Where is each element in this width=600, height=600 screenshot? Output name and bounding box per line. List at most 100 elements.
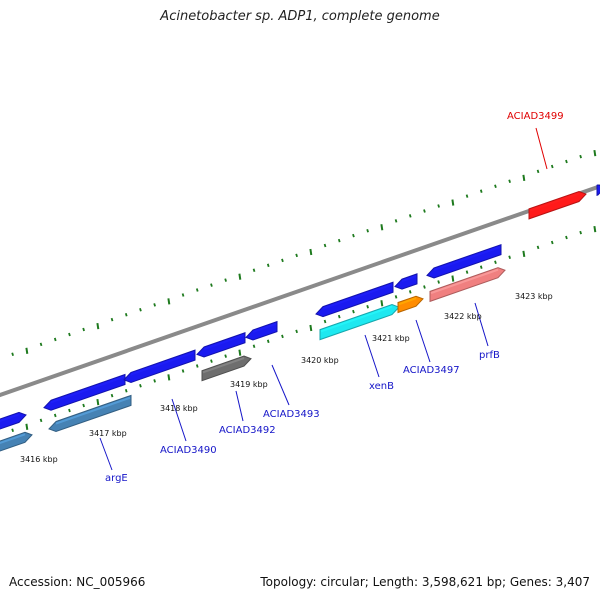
cds-1-highlight <box>50 375 125 404</box>
leader-prfB <box>474 302 489 347</box>
inner-tick <box>479 265 483 269</box>
outer-tick <box>266 263 270 268</box>
gene-label-ACIAD3490[interactable]: ACIAD3490 <box>160 445 217 456</box>
outer-tick <box>366 228 369 233</box>
cds-4 <box>245 320 278 341</box>
cds-3 <box>196 332 246 358</box>
cds-4-highlight <box>252 323 277 333</box>
outer-tick <box>281 258 284 263</box>
outer-tick <box>139 308 142 312</box>
gene-label-ACIAD3493[interactable]: ACIAD3493 <box>263 409 320 420</box>
cds-2 <box>123 349 196 383</box>
inner-tick <box>224 354 227 358</box>
inner-tick <box>423 285 426 289</box>
inner-tick <box>408 290 412 294</box>
inner-tick <box>579 230 582 235</box>
outer-tick <box>593 150 597 157</box>
cds-6-highlight <box>401 275 417 283</box>
gene-label-ACIAD3492[interactable]: ACIAD3492 <box>219 425 276 436</box>
outer-tick <box>110 317 114 322</box>
outer-tick <box>210 283 213 287</box>
cds-xenB-shape <box>319 304 400 341</box>
inner-tick <box>281 334 284 339</box>
label-layer: 3416 kbp 3417 kbp 3418 kbp 3419 kbp 3420… <box>20 111 564 484</box>
ruler-label-3420: 3420 kbp <box>301 356 339 365</box>
leader-ACIAD3490 <box>171 398 187 442</box>
label-leaders <box>99 127 548 471</box>
cds-6 <box>394 273 418 290</box>
inner-tick <box>550 240 554 245</box>
cds-7 <box>426 243 502 279</box>
cds-1 <box>43 373 126 411</box>
inner-tick <box>451 275 455 282</box>
outer-tick-track <box>11 150 597 357</box>
outer-tick <box>437 204 440 208</box>
cds-ACIAD3492 <box>201 355 252 382</box>
outer-tick <box>323 243 327 248</box>
cds-left-1 <box>0 411 27 430</box>
inner-tick <box>124 388 128 393</box>
inner-tick <box>210 359 213 363</box>
outer-tick <box>522 174 526 182</box>
outer-tick <box>39 342 43 347</box>
outer-tick <box>153 303 156 307</box>
outer-tick <box>53 337 57 342</box>
cds-ACIAD3499 <box>528 190 587 220</box>
outer-tick <box>82 327 85 332</box>
inner-tick <box>139 384 142 388</box>
inner-tick <box>394 295 398 299</box>
inner-tick <box>366 304 369 309</box>
cds-ACIAD3492-shape <box>201 355 252 382</box>
ruler-label-3422: 3422 kbp <box>444 312 482 321</box>
outer-tick <box>380 224 384 231</box>
cds-2-highlight <box>130 351 195 376</box>
cds-right-edge <box>596 184 600 196</box>
cds-xenB-highlight <box>320 305 393 333</box>
outer-tick <box>536 169 540 174</box>
gene-label-ACIAD3499[interactable]: ACIAD3499 <box>507 111 564 122</box>
feature-track <box>0 184 600 452</box>
outer-tick <box>25 347 29 354</box>
gene-label-argE[interactable]: argE <box>105 473 128 484</box>
inner-tick <box>593 226 597 233</box>
cds-argE-left-shape <box>0 431 33 452</box>
genome-summary-text: Topology: circular; Length: 3,598,621 bp… <box>260 575 590 589</box>
inner-tick <box>295 329 298 334</box>
gene-label-xenB[interactable]: xenB <box>369 381 394 392</box>
outer-tick <box>337 238 341 243</box>
leader-ACIAD3497 <box>415 319 431 363</box>
inner-tick <box>39 418 43 423</box>
ruler-label-3418: 3418 kbp <box>160 404 198 413</box>
outer-tick <box>579 154 582 159</box>
cds-prfB <box>429 267 506 303</box>
gene-label-prfB[interactable]: prfB <box>479 350 500 361</box>
outer-tick <box>423 209 426 213</box>
outer-tick <box>408 214 412 218</box>
outer-tick <box>451 199 455 206</box>
cds-ACIAD3492-highlight <box>202 357 245 374</box>
cds-right-edge-shape <box>596 184 600 196</box>
inner-tick <box>195 364 199 368</box>
ruler-label-3419: 3419 kbp <box>230 380 268 389</box>
outer-tick <box>224 278 227 282</box>
leader-ACIAD3493 <box>271 364 290 406</box>
outer-tick <box>309 248 313 256</box>
cds-ACIAD3499-shape <box>528 190 587 220</box>
inner-tick <box>82 403 85 408</box>
inner-tick <box>68 408 71 413</box>
ruler-label-3417: 3417 kbp <box>89 429 127 438</box>
outer-tick <box>550 164 554 169</box>
gene-label-ACIAD3497[interactable]: ACIAD3497 <box>403 365 460 376</box>
inner-tick <box>309 324 313 332</box>
cds-3-highlight <box>203 334 245 350</box>
inner-tick <box>536 245 540 250</box>
inner-tick <box>181 369 185 373</box>
inner-tick <box>153 379 156 383</box>
outer-tick <box>494 184 497 188</box>
inner-tick <box>167 374 171 381</box>
inner-tick <box>337 314 341 319</box>
inner-tick <box>323 319 327 324</box>
outer-tick <box>352 233 355 238</box>
outer-tick <box>295 253 298 258</box>
map-title: Acinetobacter sp. ADP1, complete genome <box>160 9 440 24</box>
